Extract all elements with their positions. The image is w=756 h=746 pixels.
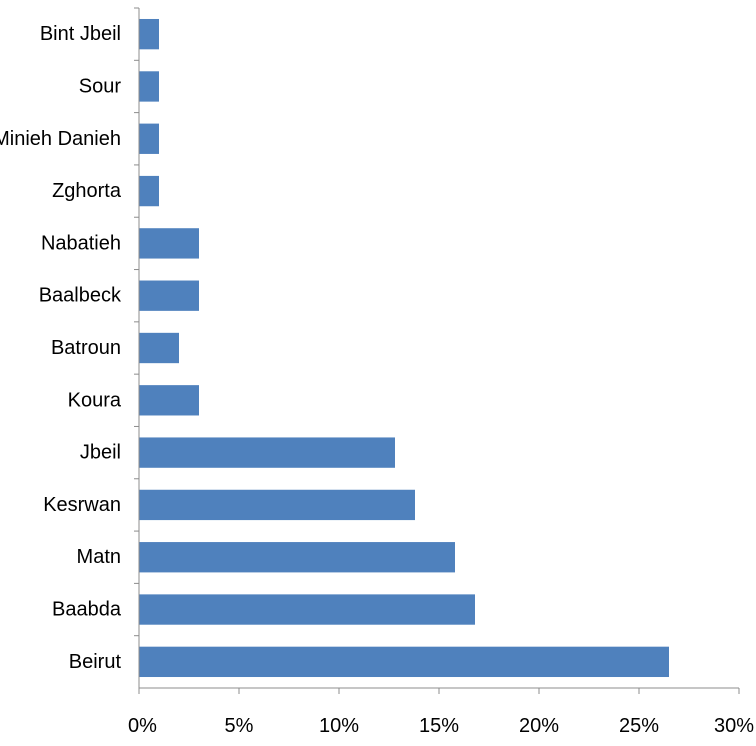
category-label: Batroun [51,337,121,359]
bar-kesrwan [139,489,415,521]
x-tick-label: 0% [128,715,157,737]
category-label: Koura [68,389,122,411]
x-tick-label: 15% [419,715,459,737]
bar-zghorta [139,175,159,207]
x-tick-label: 30% [714,715,754,737]
bar-batroun [139,332,179,364]
x-tick-label: 20% [519,715,559,737]
category-label: Jbeil [80,442,121,464]
category-label: Matn [77,546,121,568]
category-label: Baabda [52,599,122,621]
bar-bint-jbeil [139,18,159,50]
bar-matn [139,542,455,573]
bar-baabda [139,594,475,625]
bar-sour [139,71,159,102]
bar-baalbeck [139,280,199,311]
category-label: Beirut [69,651,122,673]
category-label: Minieh Danieh [0,128,121,150]
bar-koura [139,385,199,416]
bar-minieh-danieh [139,123,159,154]
category-label: Bint Jbeil [40,23,121,45]
category-label: Sour [79,75,122,97]
category-label: Baalbeck [39,285,122,307]
bar-nabatieh [139,228,199,259]
bar-jbeil [139,437,395,468]
category-label: Zghorta [52,180,122,202]
bar-beirut [139,646,669,678]
category-label: Kesrwan [43,494,121,516]
x-tick-label: 10% [319,715,359,737]
x-axis-ticks: 0% 5% 10% 15% 20% 25% 30% [128,688,754,737]
category-labels: Bint Jbeil Sour Minieh Danieh Zghorta Nabati… [0,7,139,673]
x-tick-label: 25% [619,715,659,737]
x-tick-label: 5% [225,715,254,737]
category-label: Nabatieh [41,232,121,254]
bars [139,18,669,678]
